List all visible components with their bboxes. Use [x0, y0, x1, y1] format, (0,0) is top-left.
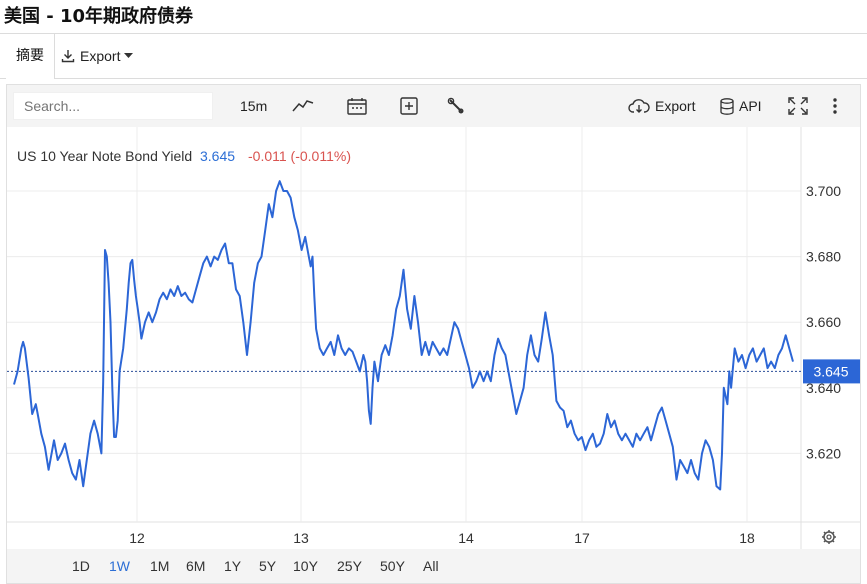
download-icon	[61, 50, 75, 63]
series-line	[13, 180, 794, 491]
settings-tool-button[interactable]	[447, 85, 465, 127]
export-button[interactable]: Export	[628, 85, 695, 127]
y-tick-label: 3.620	[806, 445, 841, 461]
wrench-icon	[447, 97, 464, 114]
x-tick-label: 17	[574, 530, 590, 546]
range-button-10y[interactable]: 10Y	[293, 558, 318, 574]
interval-selector[interactable]: 15m	[240, 85, 267, 127]
last-value-label: 3.645	[813, 363, 848, 379]
interval-label: 15m	[240, 98, 268, 114]
tab-export-label: Export	[80, 48, 121, 64]
y-axis: 3.620 3.640 3.660 3.680 3.700	[806, 183, 841, 461]
chart-plot: US 10 Year Note Bond Yield 3.645 -0.011 …	[7, 127, 860, 549]
page-title: 美国 - 10年期政府债券	[4, 6, 194, 27]
search-input[interactable]	[13, 92, 213, 120]
x-tick-label: 14	[458, 530, 474, 546]
chart-toolbar: 15m	[7, 85, 860, 127]
more-options-button[interactable]	[832, 85, 838, 127]
range-button-1y[interactable]: 1Y	[224, 558, 242, 574]
line-chart-icon	[292, 100, 314, 112]
range-button-1m[interactable]: 1M	[150, 558, 170, 574]
tab-export[interactable]: Export	[60, 34, 134, 78]
x-tick-label: 13	[293, 530, 309, 546]
vertical-dots-icon	[833, 98, 837, 114]
range-button-5y[interactable]: 5Y	[259, 558, 277, 574]
fullscreen-icon	[788, 97, 808, 115]
y-tick-label: 3.680	[806, 249, 841, 265]
api-button[interactable]: API	[720, 85, 762, 127]
calendar-button[interactable]	[347, 85, 367, 127]
range-button-1w[interactable]: 1W	[109, 558, 130, 574]
y-tick-label: 3.660	[806, 314, 841, 330]
calendar-icon	[347, 98, 367, 115]
add-indicator-button[interactable]	[400, 85, 418, 127]
cloud-download-icon	[628, 99, 650, 113]
range-button-1d[interactable]: 1D	[72, 558, 90, 574]
caret-down-icon	[124, 53, 134, 58]
y-tick-label: 3.700	[806, 183, 841, 199]
chart-legend: US 10 Year Note Bond Yield 3.645 -0.011 …	[17, 148, 351, 164]
chart-type-button[interactable]	[292, 85, 314, 127]
plus-box-icon	[400, 97, 418, 115]
range-button-6m[interactable]: 6M	[186, 558, 206, 574]
range-button-all[interactable]: All	[423, 558, 439, 574]
range-button-25y[interactable]: 25Y	[337, 558, 362, 574]
export-label: Export	[655, 98, 696, 114]
tab-summary[interactable]: 摘要	[6, 34, 55, 79]
x-axis: 12 13 14 17 18	[129, 530, 755, 546]
fullscreen-button[interactable]	[788, 85, 808, 127]
x-tick-label: 18	[739, 530, 755, 546]
legend-series-name: US 10 Year Note Bond Yield	[17, 148, 192, 164]
y-tick-label: 3.640	[806, 380, 841, 396]
api-label: API	[739, 98, 762, 114]
tab-bar: 摘要 Export	[0, 33, 867, 79]
database-icon	[720, 97, 734, 115]
chart-settings-button[interactable]	[822, 530, 836, 544]
range-button-50y[interactable]: 50Y	[380, 558, 405, 574]
x-tick-label: 12	[129, 530, 145, 546]
grid-lines	[7, 127, 860, 549]
chart-container: 15m	[6, 84, 861, 584]
last-value-badge: 3.645	[803, 359, 860, 384]
range-bar: 1D 1W 1M 6M 1Y 5Y 10Y 25Y 50Y All	[7, 549, 860, 583]
legend-value: 3.645	[200, 148, 235, 164]
legend-change: -0.011 (-0.011%)	[248, 148, 351, 164]
